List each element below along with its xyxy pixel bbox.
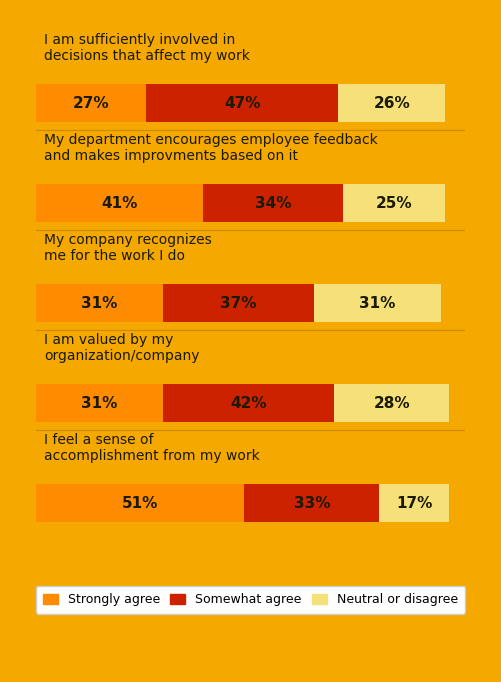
Text: 31%: 31% [81, 296, 117, 311]
Text: 41%: 41% [101, 196, 138, 211]
Legend: Strongly agree, Somewhat agree, Neutral or disagree: Strongly agree, Somewhat agree, Neutral … [36, 586, 465, 614]
Bar [36, 284, 162, 322]
Text: I am sufficiently involved in
decisions that affect my work: I am sufficiently involved in decisions … [44, 33, 250, 63]
Text: 37%: 37% [220, 296, 257, 311]
Text: My company recognizes
me for the work I do: My company recognizes me for the work I … [44, 233, 211, 263]
Bar [343, 184, 445, 222]
Bar [334, 384, 449, 422]
Text: 26%: 26% [373, 95, 410, 110]
Bar [339, 84, 445, 122]
Text: 31%: 31% [359, 296, 395, 311]
Text: 47%: 47% [224, 95, 261, 110]
Text: 27%: 27% [73, 95, 109, 110]
Text: 28%: 28% [373, 396, 410, 411]
Bar [244, 484, 379, 522]
Text: 42%: 42% [230, 396, 267, 411]
Text: 51%: 51% [122, 496, 158, 511]
Bar [36, 384, 162, 422]
Bar [36, 484, 244, 522]
Bar [36, 184, 203, 222]
Text: 25%: 25% [375, 196, 412, 211]
Bar [314, 284, 441, 322]
Text: 33%: 33% [294, 496, 330, 511]
Bar [203, 184, 343, 222]
Bar [36, 84, 146, 122]
Text: 31%: 31% [81, 396, 117, 411]
Text: My department encourages employee feedback
and makes improvments based on it: My department encourages employee feedba… [44, 133, 378, 163]
Bar [379, 484, 449, 522]
Text: I feel a sense of
accomplishment from my work: I feel a sense of accomplishment from my… [44, 433, 260, 463]
Bar [146, 84, 339, 122]
Bar [162, 384, 334, 422]
Text: 34%: 34% [255, 196, 291, 211]
Text: I am valued by my
organization/company: I am valued by my organization/company [44, 333, 199, 364]
Text: 17%: 17% [396, 496, 432, 511]
Bar [162, 284, 314, 322]
